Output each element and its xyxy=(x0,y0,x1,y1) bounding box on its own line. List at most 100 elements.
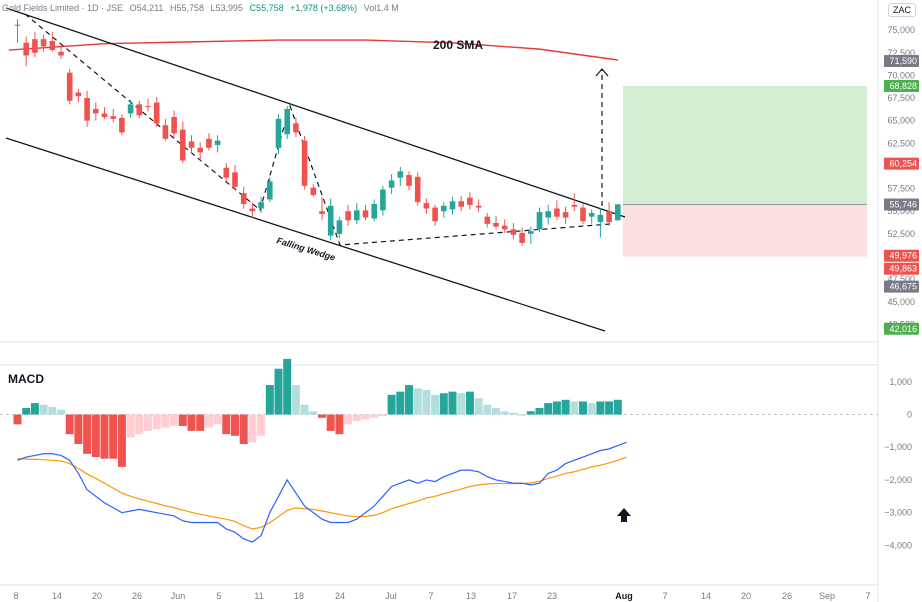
candle-body[interactable] xyxy=(84,98,90,121)
macd-histogram-bar[interactable] xyxy=(178,414,187,426)
candle-body[interactable] xyxy=(493,222,499,227)
candle-body[interactable] xyxy=(293,123,299,133)
macd-histogram-bar[interactable] xyxy=(57,409,65,415)
macd-histogram-bar[interactable] xyxy=(518,414,527,416)
candle-body[interactable] xyxy=(75,92,82,97)
macd-histogram-bar[interactable] xyxy=(378,414,387,417)
macd-histogram-bar[interactable] xyxy=(274,368,283,415)
macd-histogram-bar[interactable] xyxy=(344,414,353,425)
candle-body[interactable] xyxy=(562,212,569,218)
candle-body[interactable] xyxy=(32,39,38,53)
wedge-lower-line[interactable] xyxy=(5,137,606,332)
macd-histogram-bar[interactable] xyxy=(213,414,222,425)
macd-histogram-bar[interactable] xyxy=(144,414,152,431)
macd-histogram-bar[interactable] xyxy=(587,403,596,415)
candle-body[interactable] xyxy=(40,39,47,47)
macd-histogram-bar[interactable] xyxy=(405,385,413,415)
macd-histogram-bar[interactable] xyxy=(326,414,335,431)
candle-body[interactable] xyxy=(380,189,386,211)
macd-histogram-bar[interactable] xyxy=(204,414,213,428)
macd-histogram-bar[interactable] xyxy=(39,404,48,415)
macd-line[interactable] xyxy=(17,441,627,543)
candle-body[interactable] xyxy=(432,207,438,222)
macd-histogram-bar[interactable] xyxy=(74,414,83,444)
candle-body[interactable] xyxy=(145,106,151,108)
candle-body[interactable] xyxy=(153,102,160,124)
candle-body[interactable] xyxy=(606,211,612,223)
candle-body[interactable] xyxy=(597,214,604,223)
macd-histogram-bar[interactable] xyxy=(457,393,466,415)
macd-histogram-bar[interactable] xyxy=(605,401,614,415)
candle-body[interactable] xyxy=(458,201,464,207)
candle-body[interactable] xyxy=(240,193,247,204)
candle-body[interactable] xyxy=(588,213,595,217)
macd-histogram-bar[interactable] xyxy=(22,407,31,415)
candle-body[interactable] xyxy=(14,24,21,26)
candle-body[interactable] xyxy=(510,229,517,235)
candle-body[interactable] xyxy=(171,117,177,134)
candle-body[interactable] xyxy=(580,207,586,222)
candle-body[interactable] xyxy=(406,175,412,186)
candle-body[interactable] xyxy=(284,108,290,135)
candle-body[interactable] xyxy=(249,208,256,212)
currency-badge[interactable]: ZAC xyxy=(888,3,916,17)
macd-histogram-bar[interactable] xyxy=(352,414,361,422)
candle-body[interactable] xyxy=(301,140,308,186)
macd-histogram-bar[interactable] xyxy=(431,394,440,415)
macd-histogram-bar[interactable] xyxy=(65,414,74,435)
macd-histogram-bar[interactable] xyxy=(239,414,248,444)
macd-histogram-bar[interactable] xyxy=(465,391,474,415)
macd-histogram-bar[interactable] xyxy=(187,414,196,431)
candle-body[interactable] xyxy=(388,180,395,188)
macd-histogram-bar[interactable] xyxy=(579,401,587,415)
candle-body[interactable] xyxy=(414,176,421,203)
candle-body[interactable] xyxy=(545,211,551,218)
candle-body[interactable] xyxy=(197,147,203,153)
macd-histogram-bar[interactable] xyxy=(48,407,57,415)
macd-histogram-bar[interactable] xyxy=(222,414,231,435)
candle-body[interactable] xyxy=(345,211,351,221)
candle-body[interactable] xyxy=(528,231,534,234)
candle-body[interactable] xyxy=(423,203,430,209)
macd-histogram-bar[interactable] xyxy=(291,385,300,415)
macd-histogram-bar[interactable] xyxy=(448,391,457,415)
macd-histogram-bar[interactable] xyxy=(500,411,509,415)
candle-body[interactable] xyxy=(310,187,317,195)
candle-body[interactable] xyxy=(267,181,273,200)
macd-histogram-bar[interactable] xyxy=(544,403,553,415)
candle-body[interactable] xyxy=(536,212,543,230)
macd-histogram-bar[interactable] xyxy=(83,414,92,454)
macd-histogram-bar[interactable] xyxy=(370,414,379,418)
macd-histogram-bar[interactable] xyxy=(300,404,309,415)
macd-histogram-bar[interactable] xyxy=(413,388,422,415)
candle-body[interactable] xyxy=(23,42,29,56)
symbol-title[interactable]: Gold Fields Limited · 1D · JSE xyxy=(2,3,124,13)
candle-body[interactable] xyxy=(571,204,578,207)
macd-histogram-bar[interactable] xyxy=(117,414,126,467)
macd-histogram-bar[interactable] xyxy=(248,414,257,443)
candle-body[interactable] xyxy=(180,129,186,161)
macd-histogram-bar[interactable] xyxy=(535,407,544,415)
candle-body[interactable] xyxy=(136,104,143,116)
stop-zone[interactable] xyxy=(623,204,867,257)
macd-histogram-bar[interactable] xyxy=(135,414,144,435)
macd-histogram-bar[interactable] xyxy=(570,401,579,415)
macd-histogram-bar[interactable] xyxy=(13,414,22,425)
candle-body[interactable] xyxy=(467,197,473,205)
signal-line[interactable] xyxy=(17,456,627,530)
candle-body[interactable] xyxy=(371,203,377,219)
candle-body[interactable] xyxy=(441,205,447,212)
candle-body[interactable] xyxy=(162,125,169,139)
macd-histogram-bar[interactable] xyxy=(492,407,500,415)
macd-histogram-bar[interactable] xyxy=(509,412,518,415)
candle-body[interactable] xyxy=(319,211,325,214)
macd-histogram-bar[interactable] xyxy=(109,414,118,459)
candle-body[interactable] xyxy=(232,172,238,187)
wedge-upper-line[interactable] xyxy=(5,7,626,218)
candle-body[interactable] xyxy=(223,167,230,178)
candle-body[interactable] xyxy=(127,104,134,114)
candle-body[interactable] xyxy=(188,141,195,148)
macd-histogram-bar[interactable] xyxy=(318,414,326,418)
macd-histogram-bar[interactable] xyxy=(526,411,535,415)
